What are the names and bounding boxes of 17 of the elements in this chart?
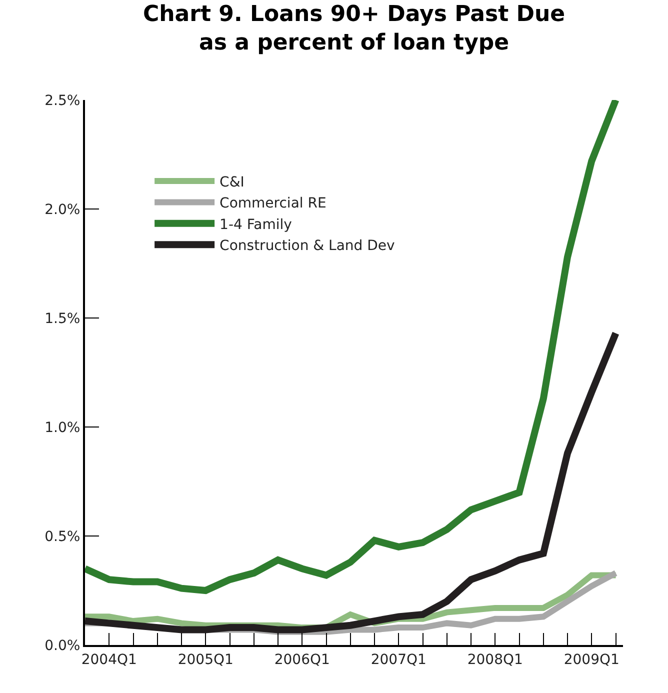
x-tick-label: 2006Q1 <box>274 652 330 668</box>
legend-label: 1-4 Family <box>220 216 292 233</box>
y-tick-label: 1.5% <box>44 310 80 327</box>
x-tick-label: 2004Q1 <box>81 652 137 668</box>
legend-label: C&I <box>220 174 244 190</box>
y-tick-label: 0.5% <box>44 528 80 545</box>
legend-label: Commercial RE <box>220 196 326 212</box>
y-tick-label: 2.5% <box>44 92 80 109</box>
x-tick-label: 2008Q1 <box>467 652 523 668</box>
y-tick-label: 0.0% <box>44 638 80 654</box>
y-tick-label: 2.0% <box>44 202 80 218</box>
x-tick-label: 2005Q1 <box>178 652 234 668</box>
chart-title: Chart 9. Loans 90+ Days Past Due as a percent of loan type <box>142 2 566 56</box>
y-tick-label: 1.0% <box>44 420 80 436</box>
x-tick-label: 2007Q1 <box>370 652 426 668</box>
x-tick-label: 2009Q1 <box>564 652 620 668</box>
legend-label: Construction & Land Dev <box>220 238 395 254</box>
